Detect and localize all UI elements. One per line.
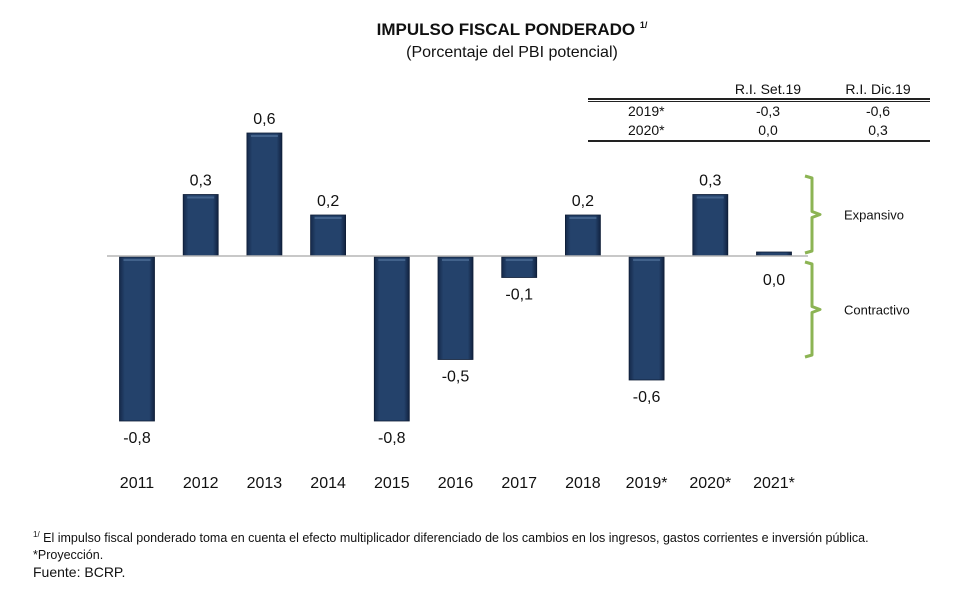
bar-highlight <box>633 259 661 261</box>
value-label: 0,2 <box>317 193 339 210</box>
bar-highlight <box>569 217 597 219</box>
bar-2012 <box>182 194 219 257</box>
revision-table: R.I. Set.19 R.I. Dic.19 2019* -0,3 -0,6 … <box>588 78 930 142</box>
bar-2016 <box>437 256 474 360</box>
expansivo-bracket-icon <box>804 174 822 255</box>
chart-notes: 1/ El impulso fiscal ponderado toma en c… <box>33 526 869 581</box>
source-note: Fuente: BCRP. <box>33 564 126 580</box>
bar-highlight <box>696 196 724 199</box>
chart-title: IMPULSO FISCAL PONDERADO 1/ <box>0 20 980 40</box>
bar-2017 <box>501 256 538 278</box>
bar-2015 <box>373 256 410 422</box>
x-tick-label: 2021* <box>753 475 795 492</box>
value-label: -0,6 <box>633 389 661 406</box>
row-dic19: 0,3 <box>868 122 888 138</box>
contractivo-bracket-icon <box>804 260 822 359</box>
x-tick-label: 2012 <box>183 475 219 492</box>
chart-subtitle: (Porcentaje del PBI potencial) <box>406 44 618 61</box>
chart-title-text: IMPULSO FISCAL PONDERADO <box>376 20 636 39</box>
table-rule-top-inner <box>588 101 930 102</box>
bar-highlight <box>378 259 406 261</box>
bar-2011 <box>119 256 155 422</box>
revision-table-header: R.I. Set.19 R.I. Dic.19 <box>588 78 930 98</box>
bar-2018 <box>565 214 601 257</box>
expansivo-label: Expansivo <box>844 208 904 223</box>
x-tick-label: 2016 <box>438 475 474 492</box>
bar-2020 <box>692 194 729 257</box>
value-label: -0,8 <box>378 430 406 447</box>
header-dic19: R.I. Dic.19 <box>845 81 911 97</box>
bar-highlight <box>123 259 151 261</box>
table-rule-top <box>588 98 930 100</box>
x-tick-label: 2014 <box>310 475 346 492</box>
table-row: 2020* 0,0 0,3 <box>588 121 930 140</box>
footnote-mark: 1/ <box>33 530 40 539</box>
row-set19: 0,0 <box>758 122 778 138</box>
row-year: 2020* <box>628 122 665 138</box>
bar-highlight <box>187 196 215 199</box>
bar-highlight <box>442 259 469 261</box>
value-labels-group: -0,8 0,3 0,6 0,2 -0,8 -0,5 -0,1 0,2 -0,6 0,3 0,0 <box>123 111 785 447</box>
bars-group <box>119 132 792 422</box>
row-dic19: -0,6 <box>865 103 891 119</box>
value-label: -0,1 <box>505 287 533 304</box>
header-set19: R.I. Set.19 <box>734 81 802 97</box>
x-tick-label: 2020* <box>689 475 731 492</box>
x-tick-label: 2011 <box>120 475 155 492</box>
bar-2013 <box>246 132 283 257</box>
x-tick-label: 2018 <box>565 475 601 492</box>
row-set19: -0,3 <box>755 103 781 119</box>
x-tick-labels-group: 2011 2012 2013 2014 2015 2016 2017 2018 2019* 202… <box>120 475 795 492</box>
footnote: 1/ El impulso fiscal ponderado toma en c… <box>33 526 869 547</box>
value-label: -0,5 <box>442 369 470 386</box>
x-tick-label: 2013 <box>247 475 283 492</box>
value-label: 0,0 <box>763 272 785 289</box>
x-tick-label: 2019* <box>626 475 668 492</box>
value-label: -0,8 <box>123 430 151 447</box>
bar-highlight <box>505 259 533 261</box>
contractivo-label: Contractivo <box>844 303 910 318</box>
projection-note: *Proyección. <box>33 548 104 562</box>
value-label: 0,6 <box>253 111 275 128</box>
bar-highlight <box>314 217 342 219</box>
bar-highlight <box>250 135 278 137</box>
row-year: 2019* <box>628 103 665 119</box>
bar-2014 <box>310 214 347 257</box>
bar-2019 <box>628 256 665 381</box>
value-label: 0,3 <box>190 173 212 190</box>
x-tick-label: 2015 <box>374 475 410 492</box>
x-tick-label: 2017 <box>501 475 537 492</box>
table-rule-bottom <box>588 140 930 142</box>
value-label: 0,3 <box>699 173 721 190</box>
footnote-text: El impulso fiscal ponderado toma en cuen… <box>43 531 869 545</box>
value-label: 0,2 <box>572 193 594 210</box>
table-row: 2019* -0,3 -0,6 <box>588 102 930 121</box>
brackets-group: Expansivo Contractivo <box>804 174 910 359</box>
title-footnote-mark: 1/ <box>639 20 648 30</box>
